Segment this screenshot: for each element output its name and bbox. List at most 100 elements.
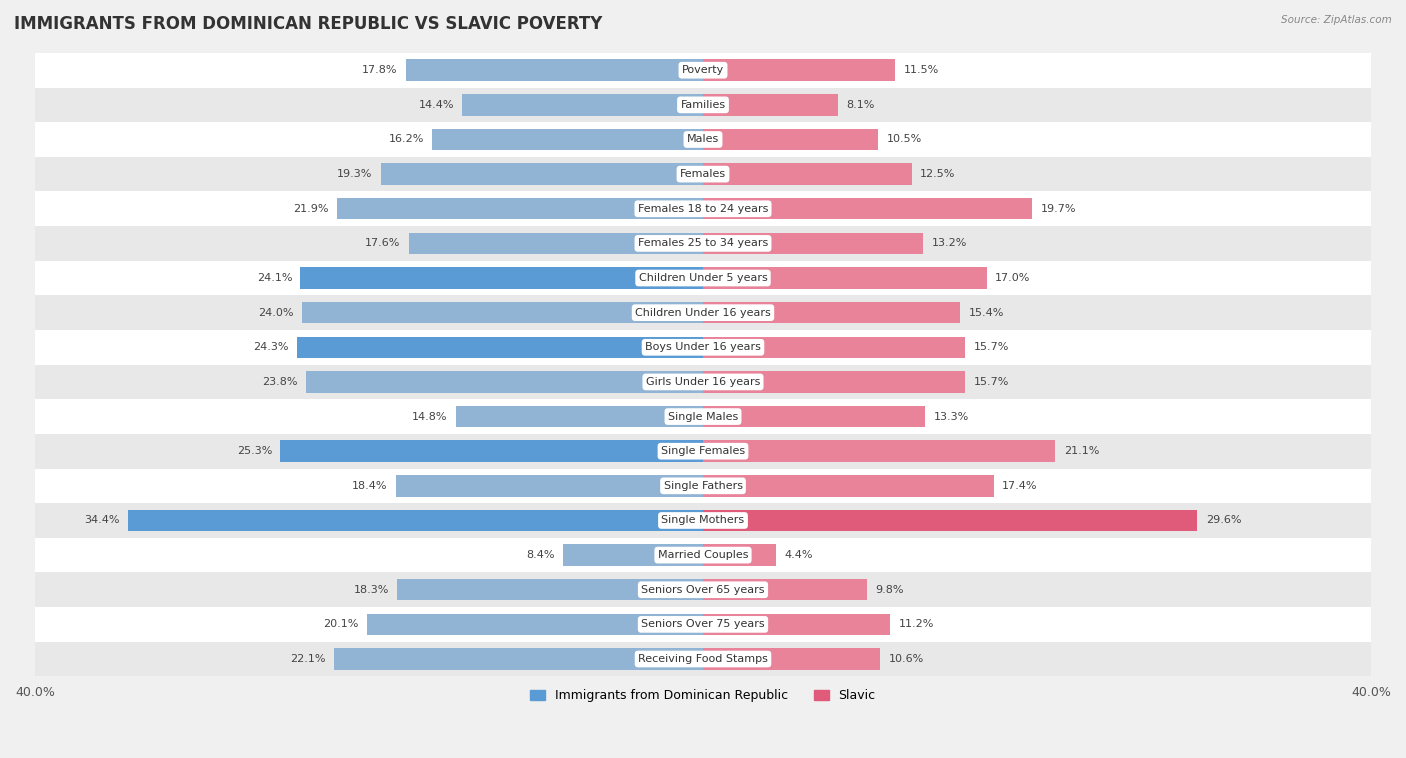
Bar bbox=[128, 509, 703, 531]
Bar bbox=[433, 129, 703, 150]
Text: 9.8%: 9.8% bbox=[875, 584, 904, 595]
Text: 8.1%: 8.1% bbox=[846, 100, 875, 110]
Text: 12.5%: 12.5% bbox=[920, 169, 956, 179]
Bar bbox=[35, 53, 1371, 87]
Bar bbox=[703, 198, 1032, 220]
Text: 34.4%: 34.4% bbox=[84, 515, 120, 525]
Bar bbox=[703, 579, 866, 600]
Text: Children Under 16 years: Children Under 16 years bbox=[636, 308, 770, 318]
Text: Seniors Over 65 years: Seniors Over 65 years bbox=[641, 584, 765, 595]
Text: 14.4%: 14.4% bbox=[419, 100, 454, 110]
Bar bbox=[35, 503, 1371, 537]
Text: 24.3%: 24.3% bbox=[253, 343, 288, 352]
Text: 15.7%: 15.7% bbox=[973, 343, 1010, 352]
Bar bbox=[333, 648, 703, 670]
Text: 17.6%: 17.6% bbox=[366, 239, 401, 249]
Text: Males: Males bbox=[688, 134, 718, 145]
Text: Source: ZipAtlas.com: Source: ZipAtlas.com bbox=[1281, 15, 1392, 25]
Text: 13.2%: 13.2% bbox=[932, 239, 967, 249]
Bar bbox=[703, 475, 994, 496]
Text: 15.4%: 15.4% bbox=[969, 308, 1004, 318]
Bar bbox=[562, 544, 703, 565]
Bar bbox=[35, 572, 1371, 607]
Bar bbox=[703, 614, 890, 635]
Bar bbox=[703, 648, 880, 670]
Bar bbox=[35, 607, 1371, 642]
Text: 10.5%: 10.5% bbox=[887, 134, 922, 145]
Text: 17.4%: 17.4% bbox=[1002, 481, 1038, 491]
Text: 13.3%: 13.3% bbox=[934, 412, 969, 421]
Bar bbox=[35, 434, 1371, 468]
Bar bbox=[305, 371, 703, 393]
Text: Boys Under 16 years: Boys Under 16 years bbox=[645, 343, 761, 352]
Bar bbox=[301, 268, 703, 289]
Text: Females: Females bbox=[681, 169, 725, 179]
Bar bbox=[703, 59, 896, 81]
Text: Single Mothers: Single Mothers bbox=[661, 515, 745, 525]
Bar bbox=[703, 302, 960, 324]
Text: 4.4%: 4.4% bbox=[785, 550, 813, 560]
Bar bbox=[337, 198, 703, 220]
Bar bbox=[35, 192, 1371, 226]
Text: Females 25 to 34 years: Females 25 to 34 years bbox=[638, 239, 768, 249]
Text: 19.3%: 19.3% bbox=[337, 169, 373, 179]
Text: Girls Under 16 years: Girls Under 16 years bbox=[645, 377, 761, 387]
Bar bbox=[367, 614, 703, 635]
Text: Married Couples: Married Couples bbox=[658, 550, 748, 560]
Text: 21.9%: 21.9% bbox=[294, 204, 329, 214]
Bar bbox=[703, 544, 776, 565]
Text: 16.2%: 16.2% bbox=[388, 134, 425, 145]
Text: Single Females: Single Females bbox=[661, 446, 745, 456]
Text: 21.1%: 21.1% bbox=[1064, 446, 1099, 456]
Text: Single Males: Single Males bbox=[668, 412, 738, 421]
Bar bbox=[703, 371, 965, 393]
Text: 29.6%: 29.6% bbox=[1206, 515, 1241, 525]
Text: 25.3%: 25.3% bbox=[236, 446, 273, 456]
Bar bbox=[703, 509, 1198, 531]
Bar bbox=[703, 337, 965, 358]
Text: Children Under 5 years: Children Under 5 years bbox=[638, 273, 768, 283]
Bar bbox=[703, 164, 911, 185]
Bar bbox=[703, 129, 879, 150]
Text: 18.4%: 18.4% bbox=[352, 481, 387, 491]
Bar bbox=[463, 94, 703, 115]
Bar bbox=[35, 468, 1371, 503]
Bar bbox=[35, 642, 1371, 676]
Text: Single Fathers: Single Fathers bbox=[664, 481, 742, 491]
Text: 17.0%: 17.0% bbox=[995, 273, 1031, 283]
Text: Females 18 to 24 years: Females 18 to 24 years bbox=[638, 204, 768, 214]
Text: 17.8%: 17.8% bbox=[361, 65, 398, 75]
Bar bbox=[703, 406, 925, 428]
Bar bbox=[703, 94, 838, 115]
Text: 11.5%: 11.5% bbox=[904, 65, 939, 75]
Text: 8.4%: 8.4% bbox=[526, 550, 554, 560]
Bar bbox=[280, 440, 703, 462]
Text: 24.1%: 24.1% bbox=[257, 273, 292, 283]
Bar bbox=[703, 233, 924, 254]
Text: Seniors Over 75 years: Seniors Over 75 years bbox=[641, 619, 765, 629]
Bar bbox=[381, 164, 703, 185]
Bar bbox=[35, 226, 1371, 261]
Text: 22.1%: 22.1% bbox=[290, 654, 326, 664]
Text: 24.0%: 24.0% bbox=[259, 308, 294, 318]
Text: Families: Families bbox=[681, 100, 725, 110]
Text: Poverty: Poverty bbox=[682, 65, 724, 75]
Bar bbox=[35, 122, 1371, 157]
Bar bbox=[35, 537, 1371, 572]
Bar bbox=[703, 268, 987, 289]
Bar bbox=[35, 157, 1371, 192]
Bar bbox=[35, 296, 1371, 330]
Bar bbox=[703, 440, 1056, 462]
Bar bbox=[409, 233, 703, 254]
Text: 11.2%: 11.2% bbox=[898, 619, 934, 629]
Bar bbox=[35, 330, 1371, 365]
Text: IMMIGRANTS FROM DOMINICAN REPUBLIC VS SLAVIC POVERTY: IMMIGRANTS FROM DOMINICAN REPUBLIC VS SL… bbox=[14, 15, 602, 33]
Text: 23.8%: 23.8% bbox=[262, 377, 297, 387]
Bar bbox=[456, 406, 703, 428]
Bar bbox=[35, 87, 1371, 122]
Bar bbox=[35, 365, 1371, 399]
Text: 15.7%: 15.7% bbox=[973, 377, 1010, 387]
Bar bbox=[406, 59, 703, 81]
Text: Receiving Food Stamps: Receiving Food Stamps bbox=[638, 654, 768, 664]
Bar bbox=[302, 302, 703, 324]
